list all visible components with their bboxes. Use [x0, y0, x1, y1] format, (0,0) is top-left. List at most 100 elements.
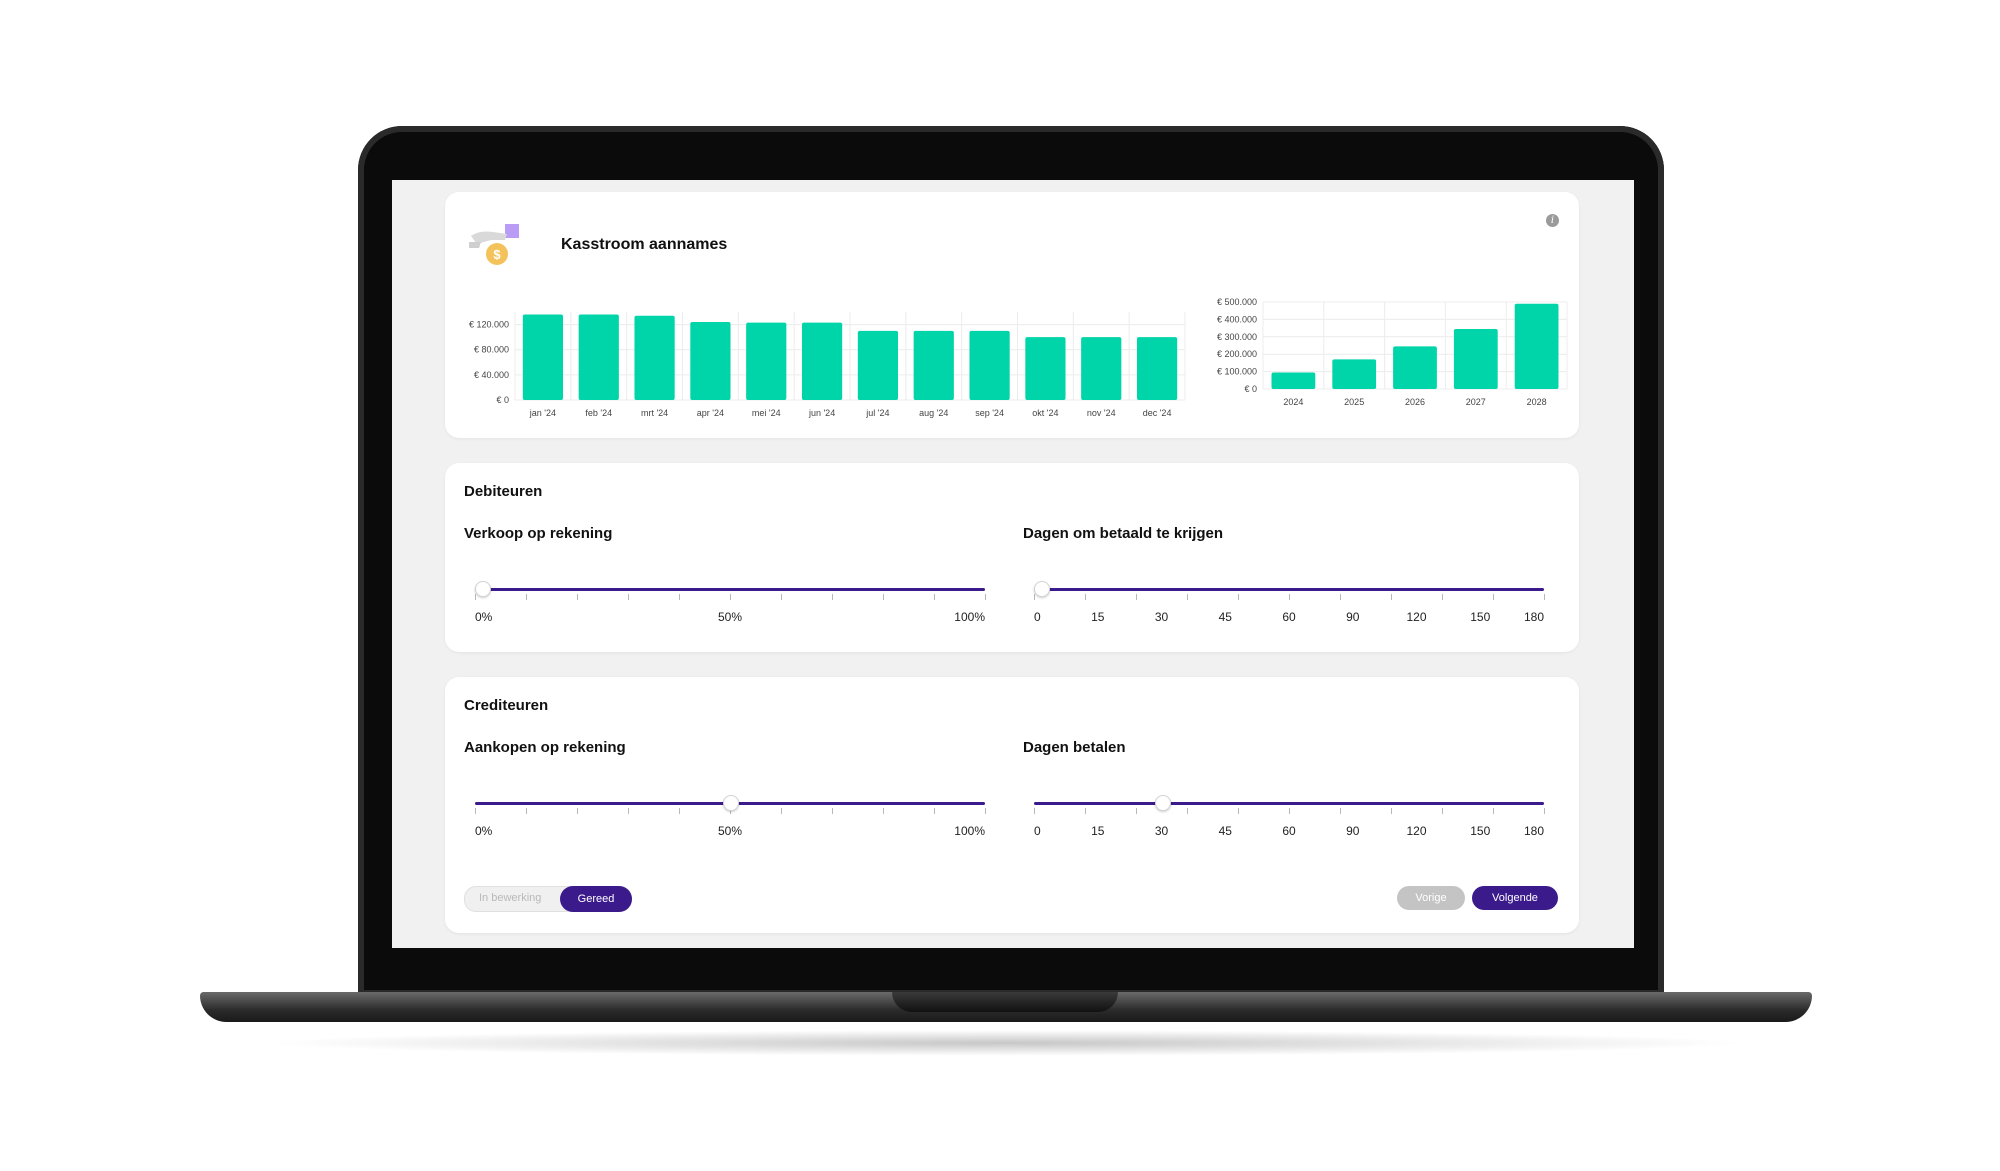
x-tick-label: feb '24 [585, 408, 612, 418]
slider-tick [526, 594, 527, 600]
slider-scale-label: 0% [475, 610, 493, 624]
slider-scale-label: 90 [1346, 610, 1360, 624]
bar[interactable] [913, 330, 954, 400]
slider-tick [883, 594, 884, 600]
aankopen-slider[interactable]: 0% 50% 100% [475, 788, 986, 838]
crediteuren-title: Crediteuren [464, 697, 549, 714]
status-in-progress[interactable]: In bewerking [479, 892, 542, 904]
slider-tick [577, 594, 578, 600]
slider-tick [781, 808, 782, 814]
slider-scale-label: 60 [1282, 824, 1296, 838]
slider-tick [1442, 808, 1443, 814]
x-tick-label: 2025 [1344, 397, 1364, 407]
slider-scale-label: 50% [717, 610, 743, 624]
slider-tick [934, 808, 935, 814]
cashflow-title: Kasstroom aannames [561, 236, 728, 253]
dagen-betalen-slider[interactable]: 0 15 30 45 60 90 120 150 180 [1034, 788, 1545, 838]
slider-tick [1493, 594, 1494, 600]
slider-tick [526, 808, 527, 814]
slider-tick [628, 808, 629, 814]
bar[interactable] [634, 315, 675, 400]
slider-tick [1340, 808, 1341, 814]
slider-tick [1238, 594, 1239, 600]
slider-tick [1544, 808, 1545, 814]
slider-scale-label: 90 [1346, 824, 1360, 838]
bar[interactable] [969, 330, 1010, 400]
x-tick-label: apr '24 [697, 408, 724, 418]
dagen-betaald-slider[interactable]: 0 15 30 45 60 90 120 150 180 [1034, 574, 1545, 624]
slider-scale-label: 45 [1218, 610, 1232, 624]
y-tick-label: € 80.000 [474, 345, 509, 355]
y-tick-label: € 500.000 [1217, 297, 1257, 307]
x-tick-label: okt '24 [1032, 408, 1058, 418]
y-tick-label: € 100.000 [1217, 367, 1257, 377]
bar[interactable] [1081, 337, 1122, 400]
slider-tick [1442, 594, 1443, 600]
bar[interactable] [1453, 328, 1498, 389]
slider-scale-label: 15 [1091, 824, 1105, 838]
debiteuren-title: Debiteuren [464, 483, 543, 500]
slider-thumb[interactable] [1154, 795, 1171, 811]
y-tick-label: € 300.000 [1217, 332, 1257, 342]
slider-tick [475, 594, 476, 600]
slider-tick [1085, 594, 1086, 600]
slider-tick [1289, 808, 1290, 814]
bar[interactable] [746, 322, 787, 400]
slider-scale-label: 100% [954, 824, 985, 838]
verkoop-slider[interactable]: 0% 50% 100% [475, 574, 986, 624]
slider-scale-label: 0 [1034, 824, 1041, 838]
slider-track[interactable] [475, 588, 985, 591]
slider-thumb[interactable] [723, 795, 739, 811]
slider-scale-label: 45 [1218, 824, 1232, 838]
bar[interactable] [1271, 372, 1316, 389]
bar[interactable] [578, 314, 619, 400]
slider-tick [1187, 594, 1188, 600]
slider-tick [1391, 594, 1392, 600]
bar[interactable] [690, 322, 731, 400]
slider-scale-label: 180 [1523, 824, 1544, 838]
monthly-bar-chart: € 0 € 40.000 € 80.000 € 120.000 jan '24 feb '… [469, 312, 1186, 418]
y-tick-label: € 0 [496, 395, 509, 405]
bar[interactable] [857, 330, 899, 400]
y-tick-label: € 200.000 [1217, 349, 1257, 359]
x-tick-label: jun '24 [808, 408, 835, 418]
bar[interactable] [801, 322, 843, 400]
slider-thumb[interactable] [475, 581, 491, 597]
slider-scale-label: 50% [717, 824, 743, 838]
verkoop-label: Verkoop op rekening [464, 525, 613, 542]
slider-tick [832, 594, 833, 600]
slider-track[interactable] [1034, 802, 1544, 805]
y-tick-label: € 120.000 [469, 320, 509, 330]
prev-button[interactable]: Vorige [1397, 886, 1465, 910]
hand-coin-icon: $ [469, 224, 519, 265]
y-tick-label: € 0 [1244, 384, 1257, 394]
laptop-notch [892, 992, 1118, 1012]
x-tick-label: nov '24 [1087, 408, 1116, 418]
dagen-betaald-label: Dagen om betaald te krijgen [1023, 525, 1224, 542]
slider-tick [832, 808, 833, 814]
slider-tick [781, 594, 782, 600]
x-tick-label: 2026 [1405, 397, 1425, 407]
slider-scale-label: 120 [1406, 610, 1427, 624]
status-toggle[interactable]: In bewerking Gereed [464, 886, 632, 912]
slider-tick [577, 808, 578, 814]
bar[interactable] [1136, 337, 1178, 400]
bar[interactable] [1393, 346, 1437, 389]
bar[interactable] [522, 314, 564, 400]
slider-scale-label: 100% [954, 610, 985, 624]
slider-tick [475, 808, 476, 814]
next-button[interactable]: Volgende [1472, 886, 1558, 910]
slider-scale-label: 150 [1470, 824, 1491, 838]
x-tick-label: aug '24 [919, 408, 948, 418]
slider-thumb[interactable] [1034, 581, 1050, 597]
svg-text:$: $ [493, 247, 501, 262]
bar[interactable] [1332, 359, 1377, 389]
bar[interactable] [1025, 337, 1066, 400]
bar[interactable] [1514, 303, 1559, 389]
slider-scale-label: 0 [1034, 610, 1041, 624]
x-tick-label: 2027 [1466, 397, 1486, 407]
info-icon[interactable]: i [1546, 214, 1559, 227]
slider-track[interactable] [1034, 588, 1544, 591]
slider-tick [1136, 594, 1137, 600]
status-done[interactable]: Gereed [560, 886, 632, 912]
